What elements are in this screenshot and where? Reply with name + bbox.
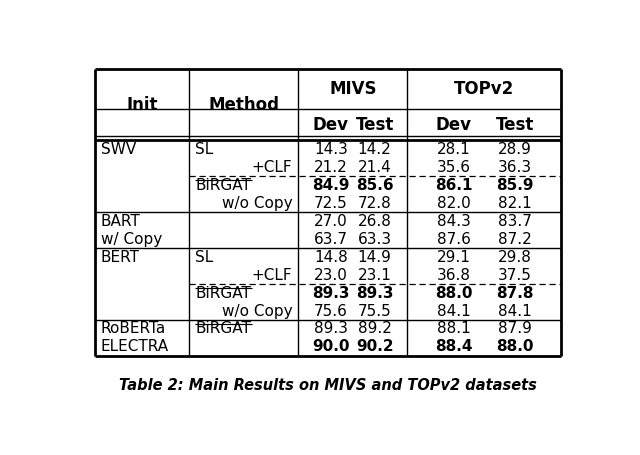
Text: BiRGAT: BiRGAT (195, 286, 251, 301)
Text: 21.2: 21.2 (314, 160, 348, 175)
Text: BiRGAT: BiRGAT (195, 178, 251, 193)
Text: 14.8: 14.8 (314, 250, 348, 265)
Text: 88.4: 88.4 (435, 339, 472, 354)
Text: +CLF: +CLF (252, 160, 292, 175)
Text: 14.3: 14.3 (314, 142, 348, 157)
Text: 89.3: 89.3 (356, 286, 394, 301)
Text: 82.1: 82.1 (498, 196, 532, 211)
Text: 75.5: 75.5 (358, 303, 392, 318)
Text: 29.8: 29.8 (498, 250, 532, 265)
Text: 37.5: 37.5 (498, 268, 532, 283)
Text: SL: SL (195, 250, 213, 265)
Text: w/o Copy: w/o Copy (221, 196, 292, 211)
Text: SWV: SWV (101, 142, 136, 157)
Text: 72.5: 72.5 (314, 196, 348, 211)
Text: 35.6: 35.6 (436, 160, 470, 175)
Text: 63.7: 63.7 (314, 232, 348, 247)
Text: 89.3: 89.3 (314, 322, 348, 336)
Text: Method: Method (208, 96, 279, 114)
Text: 14.9: 14.9 (358, 250, 392, 265)
Text: 29.1: 29.1 (436, 250, 470, 265)
Text: 36.3: 36.3 (498, 160, 532, 175)
Text: 26.8: 26.8 (358, 214, 392, 229)
Text: 88.1: 88.1 (436, 322, 470, 336)
Text: 87.8: 87.8 (496, 286, 534, 301)
Text: 84.3: 84.3 (436, 214, 470, 229)
Text: 86.1: 86.1 (435, 178, 472, 193)
Text: Table 2: Main Results on MIVS and TOPv2 datasets: Table 2: Main Results on MIVS and TOPv2 … (119, 378, 537, 393)
Text: 87.9: 87.9 (498, 322, 532, 336)
Text: BiRGAT: BiRGAT (195, 322, 251, 336)
Text: 88.0: 88.0 (496, 339, 534, 354)
Text: 23.0: 23.0 (314, 268, 348, 283)
Text: BART: BART (101, 214, 141, 229)
Text: B̅i̅R̅G̅A̅T̅: B̅i̅R̅G̅A̅T̅ (195, 286, 252, 301)
Text: 14.2: 14.2 (358, 142, 392, 157)
Text: 63.3: 63.3 (358, 232, 392, 247)
Text: 21.4: 21.4 (358, 160, 392, 175)
Text: 83.7: 83.7 (498, 214, 532, 229)
Text: 89.3: 89.3 (312, 286, 349, 301)
Text: Test: Test (355, 116, 394, 134)
Text: TOPv2: TOPv2 (454, 80, 515, 98)
Text: Dev: Dev (435, 116, 472, 134)
Text: 82.0: 82.0 (436, 196, 470, 211)
Text: B̅i̅R̅G̅A̅T̅: B̅i̅R̅G̅A̅T̅ (195, 178, 252, 193)
Text: 72.8: 72.8 (358, 196, 392, 211)
Text: B̅i̅R̅G̅A̅T̅: B̅i̅R̅G̅A̅T̅ (195, 322, 252, 336)
Text: 85.9: 85.9 (496, 178, 534, 193)
Text: ELECTRA: ELECTRA (101, 339, 169, 354)
Text: 85.6: 85.6 (356, 178, 394, 193)
Text: 89.2: 89.2 (358, 322, 392, 336)
Text: MIVS: MIVS (329, 80, 376, 98)
Text: 90.2: 90.2 (356, 339, 394, 354)
Text: 84.9: 84.9 (312, 178, 349, 193)
Text: Test: Test (496, 116, 534, 134)
Text: +CLF: +CLF (252, 268, 292, 283)
Text: 84.1: 84.1 (436, 303, 470, 318)
Text: 28.9: 28.9 (498, 142, 532, 157)
Text: BERT: BERT (101, 250, 140, 265)
Text: 27.0: 27.0 (314, 214, 348, 229)
Text: 75.6: 75.6 (314, 303, 348, 318)
Text: 88.0: 88.0 (435, 286, 472, 301)
Text: Init: Init (126, 96, 157, 114)
Text: 36.8: 36.8 (436, 268, 470, 283)
Text: w/o Copy: w/o Copy (221, 303, 292, 318)
Text: 84.1: 84.1 (498, 303, 532, 318)
Text: RoBERTa: RoBERTa (101, 322, 166, 336)
Text: SL: SL (195, 142, 213, 157)
Text: 23.1: 23.1 (358, 268, 392, 283)
Text: 28.1: 28.1 (436, 142, 470, 157)
Text: Dev: Dev (313, 116, 349, 134)
Text: 90.0: 90.0 (312, 339, 349, 354)
Text: 87.2: 87.2 (498, 232, 532, 247)
Text: w/ Copy: w/ Copy (101, 232, 162, 247)
Text: 87.6: 87.6 (436, 232, 470, 247)
